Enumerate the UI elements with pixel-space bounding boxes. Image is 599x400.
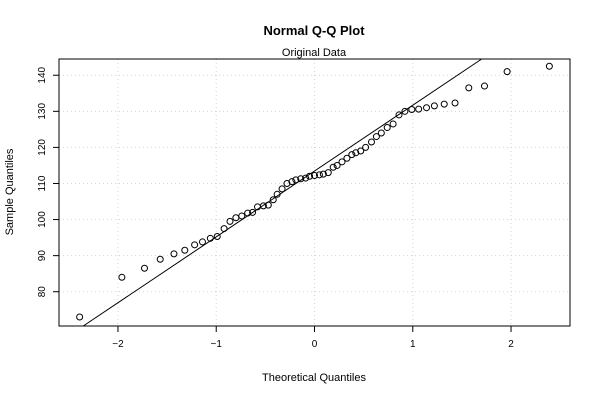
data-point — [333, 161, 341, 169]
chart-title: Normal Q-Q Plot — [263, 23, 365, 38]
x-axis: −2 −1 0 1 2 — [112, 326, 514, 350]
reference-line-layer — [82, 58, 482, 327]
y-tick-label: 120 — [37, 139, 48, 156]
y-tick-label: 80 — [37, 286, 48, 298]
x-tick-label: −2 — [112, 339, 124, 350]
data-point — [430, 102, 438, 110]
data-point — [503, 68, 511, 76]
data-point — [273, 190, 281, 198]
data-point — [372, 133, 380, 141]
data-point — [259, 202, 267, 210]
x-tick-label: 1 — [410, 339, 416, 350]
chart-subtitle: Original Data — [282, 47, 347, 59]
data-point — [481, 82, 489, 90]
y-tick-label: 130 — [37, 103, 48, 120]
data-point — [302, 174, 310, 182]
data-point — [156, 255, 164, 263]
data-point — [383, 124, 391, 132]
data-point — [297, 175, 305, 183]
data-point — [440, 100, 448, 108]
data-point — [181, 246, 189, 254]
data-point — [348, 151, 356, 159]
data-point — [389, 120, 397, 128]
y-tick-label: 110 — [37, 175, 48, 191]
data-point — [377, 129, 385, 137]
data-point — [306, 172, 314, 180]
data-point — [545, 62, 553, 70]
x-tick-label: −1 — [211, 339, 223, 350]
data-point — [311, 172, 318, 180]
data-point — [408, 106, 416, 114]
data-point — [140, 264, 148, 272]
data-point — [352, 149, 360, 157]
x-tick-label: 2 — [508, 339, 514, 350]
y-tick-label: 140 — [37, 66, 48, 83]
data-point — [415, 105, 423, 113]
data-point — [319, 170, 327, 178]
data-point — [198, 238, 206, 246]
data-point — [362, 143, 370, 151]
data-point — [288, 178, 296, 186]
data-point — [357, 147, 365, 155]
data-point — [206, 234, 214, 242]
y-tick-label: 100 — [37, 211, 48, 228]
x-axis-label: Theoretical Quantiles — [262, 372, 366, 384]
data-point — [367, 138, 375, 146]
data-point — [249, 208, 257, 216]
data-point — [292, 176, 300, 184]
data-point — [264, 201, 272, 209]
y-tick-label: 90 — [37, 250, 48, 262]
data-point — [283, 179, 291, 187]
data-point — [269, 196, 277, 204]
data-point — [324, 169, 332, 177]
data-point — [465, 84, 473, 92]
data-point — [401, 107, 409, 115]
data-point — [451, 99, 459, 107]
data-point — [329, 163, 337, 171]
grid-lines — [59, 59, 570, 326]
data-point — [315, 171, 323, 179]
data-point — [191, 241, 199, 249]
data-point — [343, 154, 351, 162]
data-point — [213, 233, 221, 241]
y-axis-label: Sample Quantiles — [4, 148, 16, 235]
y-axis: 80 90 100 110 120 130 140 — [37, 66, 59, 297]
data-point — [170, 250, 178, 258]
reference-line — [82, 58, 482, 327]
data-point — [278, 185, 286, 193]
data-point — [220, 225, 228, 233]
data-point — [244, 209, 252, 217]
data-point — [238, 212, 246, 220]
x-tick-label: 0 — [312, 339, 318, 350]
data-point — [226, 217, 234, 225]
data-point — [338, 158, 346, 166]
data-point — [423, 104, 431, 112]
data-point — [395, 111, 403, 119]
data-points — [76, 62, 553, 321]
data-point — [118, 273, 126, 281]
data-point — [76, 313, 84, 321]
